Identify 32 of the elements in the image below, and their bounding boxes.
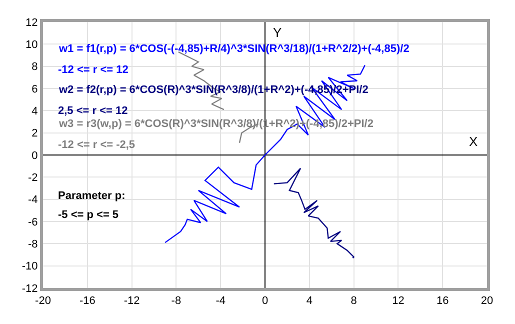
y-tick-label: 2 — [32, 128, 38, 140]
y-axis-title: Y — [273, 25, 282, 40]
y-tick-label: 4 — [32, 106, 38, 118]
x-tick-label: -20 — [35, 295, 51, 308]
annotation: -5 <= p <= 5 — [58, 209, 119, 221]
y-tick-label: 8 — [32, 61, 38, 74]
y-tick-label: -6 — [28, 216, 38, 228]
y-tick-label: -8 — [28, 238, 38, 251]
x-tick-label: 12 — [392, 295, 404, 308]
x-tick-label: -12 — [124, 295, 140, 308]
x-tick-label: -16 — [79, 295, 96, 308]
y-tick-label: 12 — [26, 16, 38, 29]
x-tick-label: -8 — [171, 295, 182, 308]
x-tick-label: -4 — [216, 295, 226, 308]
annotation: -12 <= r <= 12 — [58, 64, 128, 76]
y-tick-label: -12 — [22, 282, 38, 295]
line-series — [273, 168, 354, 259]
x-tick-label: 4 — [306, 295, 312, 308]
y-tick-label: 0 — [32, 150, 38, 162]
x-tick-label: 16 — [436, 295, 449, 308]
x-tick-label: 8 — [350, 295, 357, 308]
y-tick-label: 10 — [26, 39, 38, 52]
y-tick-label: -10 — [22, 260, 38, 273]
y-tick-label: -2 — [28, 172, 38, 184]
annotation: 2,5 <= r <= 12 — [58, 105, 128, 117]
x-tick-label: 0 — [262, 295, 268, 308]
x-axis-title: X — [469, 134, 478, 149]
annotation: -12 <= r <= -2,5 — [58, 139, 136, 151]
annotation: Parameter p: — [58, 190, 126, 202]
x-tick-label: 20 — [480, 295, 494, 308]
y-tick-label: -4 — [28, 194, 38, 206]
y-tick-label: 6 — [32, 83, 38, 96]
